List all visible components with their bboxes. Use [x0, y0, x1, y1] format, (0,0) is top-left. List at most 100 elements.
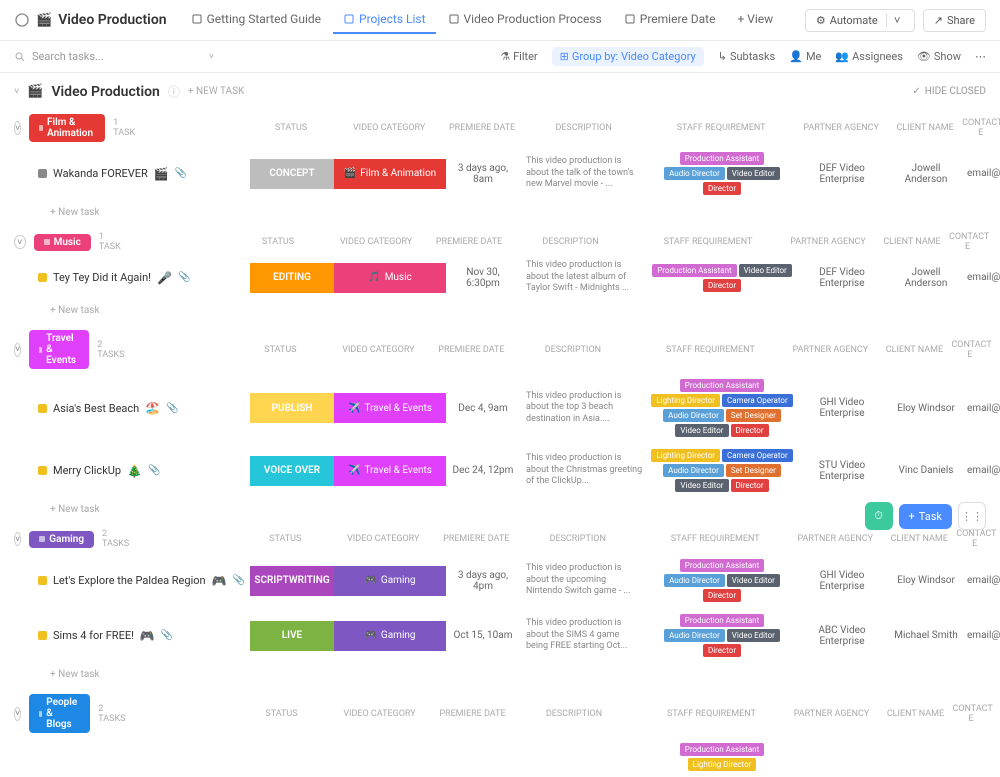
new-task-row[interactable]: + New task — [0, 201, 1000, 224]
task-row[interactable]: Tey Tey Did it Again!🎤📎EDITING🎵MusicNov … — [0, 256, 1000, 299]
staff-cell[interactable]: Production AssistantAudio DirectorVideo … — [649, 557, 795, 604]
task-row[interactable]: Asia's Best Beach🏖️📎PUBLISH✈️Travel & Ev… — [0, 373, 1000, 443]
group-toggle[interactable]: ˅ — [14, 707, 21, 721]
agency-cell[interactable]: DEF Video Enterprise — [795, 163, 889, 185]
group-badge[interactable]: Travel & Events — [29, 330, 89, 369]
contact-cell[interactable]: email@cli — [963, 272, 1000, 283]
tab-projects-list[interactable]: Projects List — [333, 6, 435, 34]
agency-cell[interactable]: DEF Video Enterprise — [795, 267, 889, 289]
category-cell[interactable]: 🎮Gaming — [334, 566, 446, 596]
client-cell[interactable]: Jowell Anderson — [889, 267, 963, 289]
status-cell[interactable]: CONCEPT — [250, 159, 334, 189]
new-task-fab[interactable]: + Task — [899, 504, 952, 529]
subtasks-button[interactable]: ↳Subtasks — [718, 50, 776, 63]
add-view-button[interactable]: + View — [727, 6, 783, 34]
task-row[interactable]: Production AssistantLighting Director — [0, 737, 1000, 777]
staff-cell[interactable]: Production AssistantAudio DirectorVideo … — [649, 150, 795, 197]
agency-cell[interactable]: GHI Video Enterprise — [795, 397, 889, 419]
more-button[interactable]: ⋯ — [975, 50, 986, 63]
task-name[interactable]: Asia's Best Beach🏖️📎 — [38, 401, 250, 415]
task-row[interactable]: Sims 4 for FREE!🎮📎LIVE🎮GamingOct 15, 10a… — [0, 608, 1000, 663]
search-icon — [14, 51, 26, 63]
status-cell[interactable]: LIVE — [250, 621, 334, 651]
task-name[interactable]: Let's Explore the Paldea Region🎮📎 — [38, 574, 250, 588]
status-square — [38, 169, 47, 178]
description-cell: This video production is about the SIMS … — [520, 618, 649, 653]
group-badge[interactable]: Music — [34, 234, 91, 251]
status-cell[interactable]: SCRIPTWRITING — [250, 566, 334, 596]
status-cell[interactable]: EDITING — [250, 263, 334, 293]
collapse-icon[interactable]: ˅ — [14, 86, 19, 97]
search-input[interactable]: Search tasks... ˅ — [14, 50, 214, 63]
contact-cell[interactable]: email@cli — [963, 465, 1000, 476]
staff-tag: Set Designer — [726, 464, 781, 477]
group-badge[interactable]: Gaming — [29, 531, 94, 548]
more-fab[interactable]: ⋮⋮ — [958, 502, 986, 530]
client-cell[interactable]: Michael Smith — [889, 630, 963, 641]
contact-cell[interactable]: email@cli — [963, 630, 1000, 641]
client-cell[interactable]: Eloy Windsor — [889, 403, 963, 414]
me-button[interactable]: 👤Me — [789, 50, 821, 63]
show-button[interactable]: 👁Show — [917, 50, 961, 63]
task-name[interactable]: Sims 4 for FREE!🎮📎 — [38, 629, 250, 643]
share-button[interactable]: ↗Share — [923, 9, 986, 32]
group-badge[interactable]: Film & Animation — [29, 114, 105, 142]
group-badge[interactable]: People & Blogs — [29, 694, 90, 733]
tab-getting-started-guide[interactable]: Getting Started Guide — [181, 6, 331, 34]
groupby-button[interactable]: ⊞Group by: Video Category — [552, 47, 704, 66]
category-cell[interactable]: 🎮Gaming — [334, 621, 446, 651]
column-header: PREMIERE DATE — [445, 123, 519, 133]
new-task-link[interactable]: + NEW TASK — [188, 86, 244, 97]
staff-cell[interactable]: Production AssistantVideo EditorDirector — [649, 262, 795, 294]
assignees-button[interactable]: 👥Assignees — [835, 50, 903, 63]
tab-video-production-process[interactable]: Video Production Process — [438, 6, 612, 34]
client-cell[interactable]: Jowell Anderson — [889, 163, 963, 185]
agency-cell[interactable]: STU Video Enterprise — [795, 460, 889, 482]
staff-cell[interactable]: Production AssistantLighting DirectorCam… — [649, 377, 795, 439]
premiere-cell[interactable]: 3 days ago, 4pm — [446, 570, 520, 592]
contact-cell[interactable]: email@cli — [963, 575, 1000, 586]
staff-cell[interactable]: Lighting DirectorCamera OperatorAudio Di… — [649, 447, 795, 494]
premiere-cell[interactable]: 3 days ago, 8am — [446, 163, 520, 185]
category-cell[interactable]: ✈️Travel & Events — [334, 456, 446, 486]
task-name[interactable]: Merry ClickUp🎄📎 — [38, 464, 250, 478]
hide-closed[interactable]: ✓ HIDE CLOSED — [912, 86, 986, 97]
staff-tag: Production Assistant — [680, 614, 764, 627]
group-toggle[interactable]: ˅ — [14, 532, 21, 546]
new-task-row[interactable]: + New task — [0, 498, 1000, 521]
new-task-row[interactable]: + New task — [0, 663, 1000, 686]
agency-cell[interactable]: ABC Video Enterprise — [795, 625, 889, 647]
premiere-cell[interactable]: Dec 4, 9am — [446, 403, 520, 414]
staff-tag: Director — [731, 424, 769, 437]
category-cell[interactable]: 🎵Music — [334, 263, 446, 293]
new-task-row[interactable]: + New task — [0, 299, 1000, 322]
contact-cell[interactable]: email@cli — [963, 403, 1000, 414]
staff-tag: Video Editor — [675, 424, 728, 437]
task-name[interactable]: Tey Tey Did it Again!🎤📎 — [38, 271, 250, 285]
task-row[interactable]: Merry ClickUp🎄📎VOICE OVER✈️Travel & Even… — [0, 443, 1000, 498]
filter-button[interactable]: ⚗Filter — [500, 50, 537, 63]
client-cell[interactable]: Eloy Windsor — [889, 575, 963, 586]
status-cell[interactable]: PUBLISH — [250, 393, 334, 423]
client-cell[interactable]: Vinc Daniels — [889, 465, 963, 476]
premiere-cell[interactable]: Nov 30, 6:30pm — [446, 267, 520, 289]
status-cell[interactable]: VOICE OVER — [250, 456, 334, 486]
premiere-cell[interactable]: Oct 15, 10am — [446, 630, 520, 641]
category-cell[interactable]: ✈️Travel & Events — [334, 393, 446, 423]
task-row[interactable]: Wakanda FOREVER🎬📎CONCEPT🎬Film & Animatio… — [0, 146, 1000, 201]
tab-premiere-date[interactable]: Premiere Date — [614, 6, 726, 34]
category-cell[interactable]: 🎬Film & Animation — [334, 159, 446, 189]
automate-button[interactable]: ⚙Automate˅ — [805, 9, 915, 32]
group-toggle[interactable]: ˅ — [14, 235, 26, 249]
contact-cell[interactable]: email@cli — [963, 168, 1000, 179]
timer-fab[interactable]: ⏱ — [865, 502, 893, 530]
group-toggle[interactable]: ˅ — [14, 343, 21, 357]
staff-tag: Director — [703, 279, 741, 292]
group-toggle[interactable]: ˅ — [14, 121, 21, 135]
premiere-cell[interactable]: Dec 24, 12pm — [446, 465, 520, 476]
task-name[interactable]: Wakanda FOREVER🎬📎 — [38, 167, 250, 181]
agency-cell[interactable]: GHI Video Enterprise — [795, 570, 889, 592]
staff-cell[interactable]: Production AssistantAudio DirectorVideo … — [649, 612, 795, 659]
column-header: PARTNER AGENCY — [788, 534, 882, 544]
task-row[interactable]: Let's Explore the Paldea Region🎮📎SCRIPTW… — [0, 553, 1000, 608]
